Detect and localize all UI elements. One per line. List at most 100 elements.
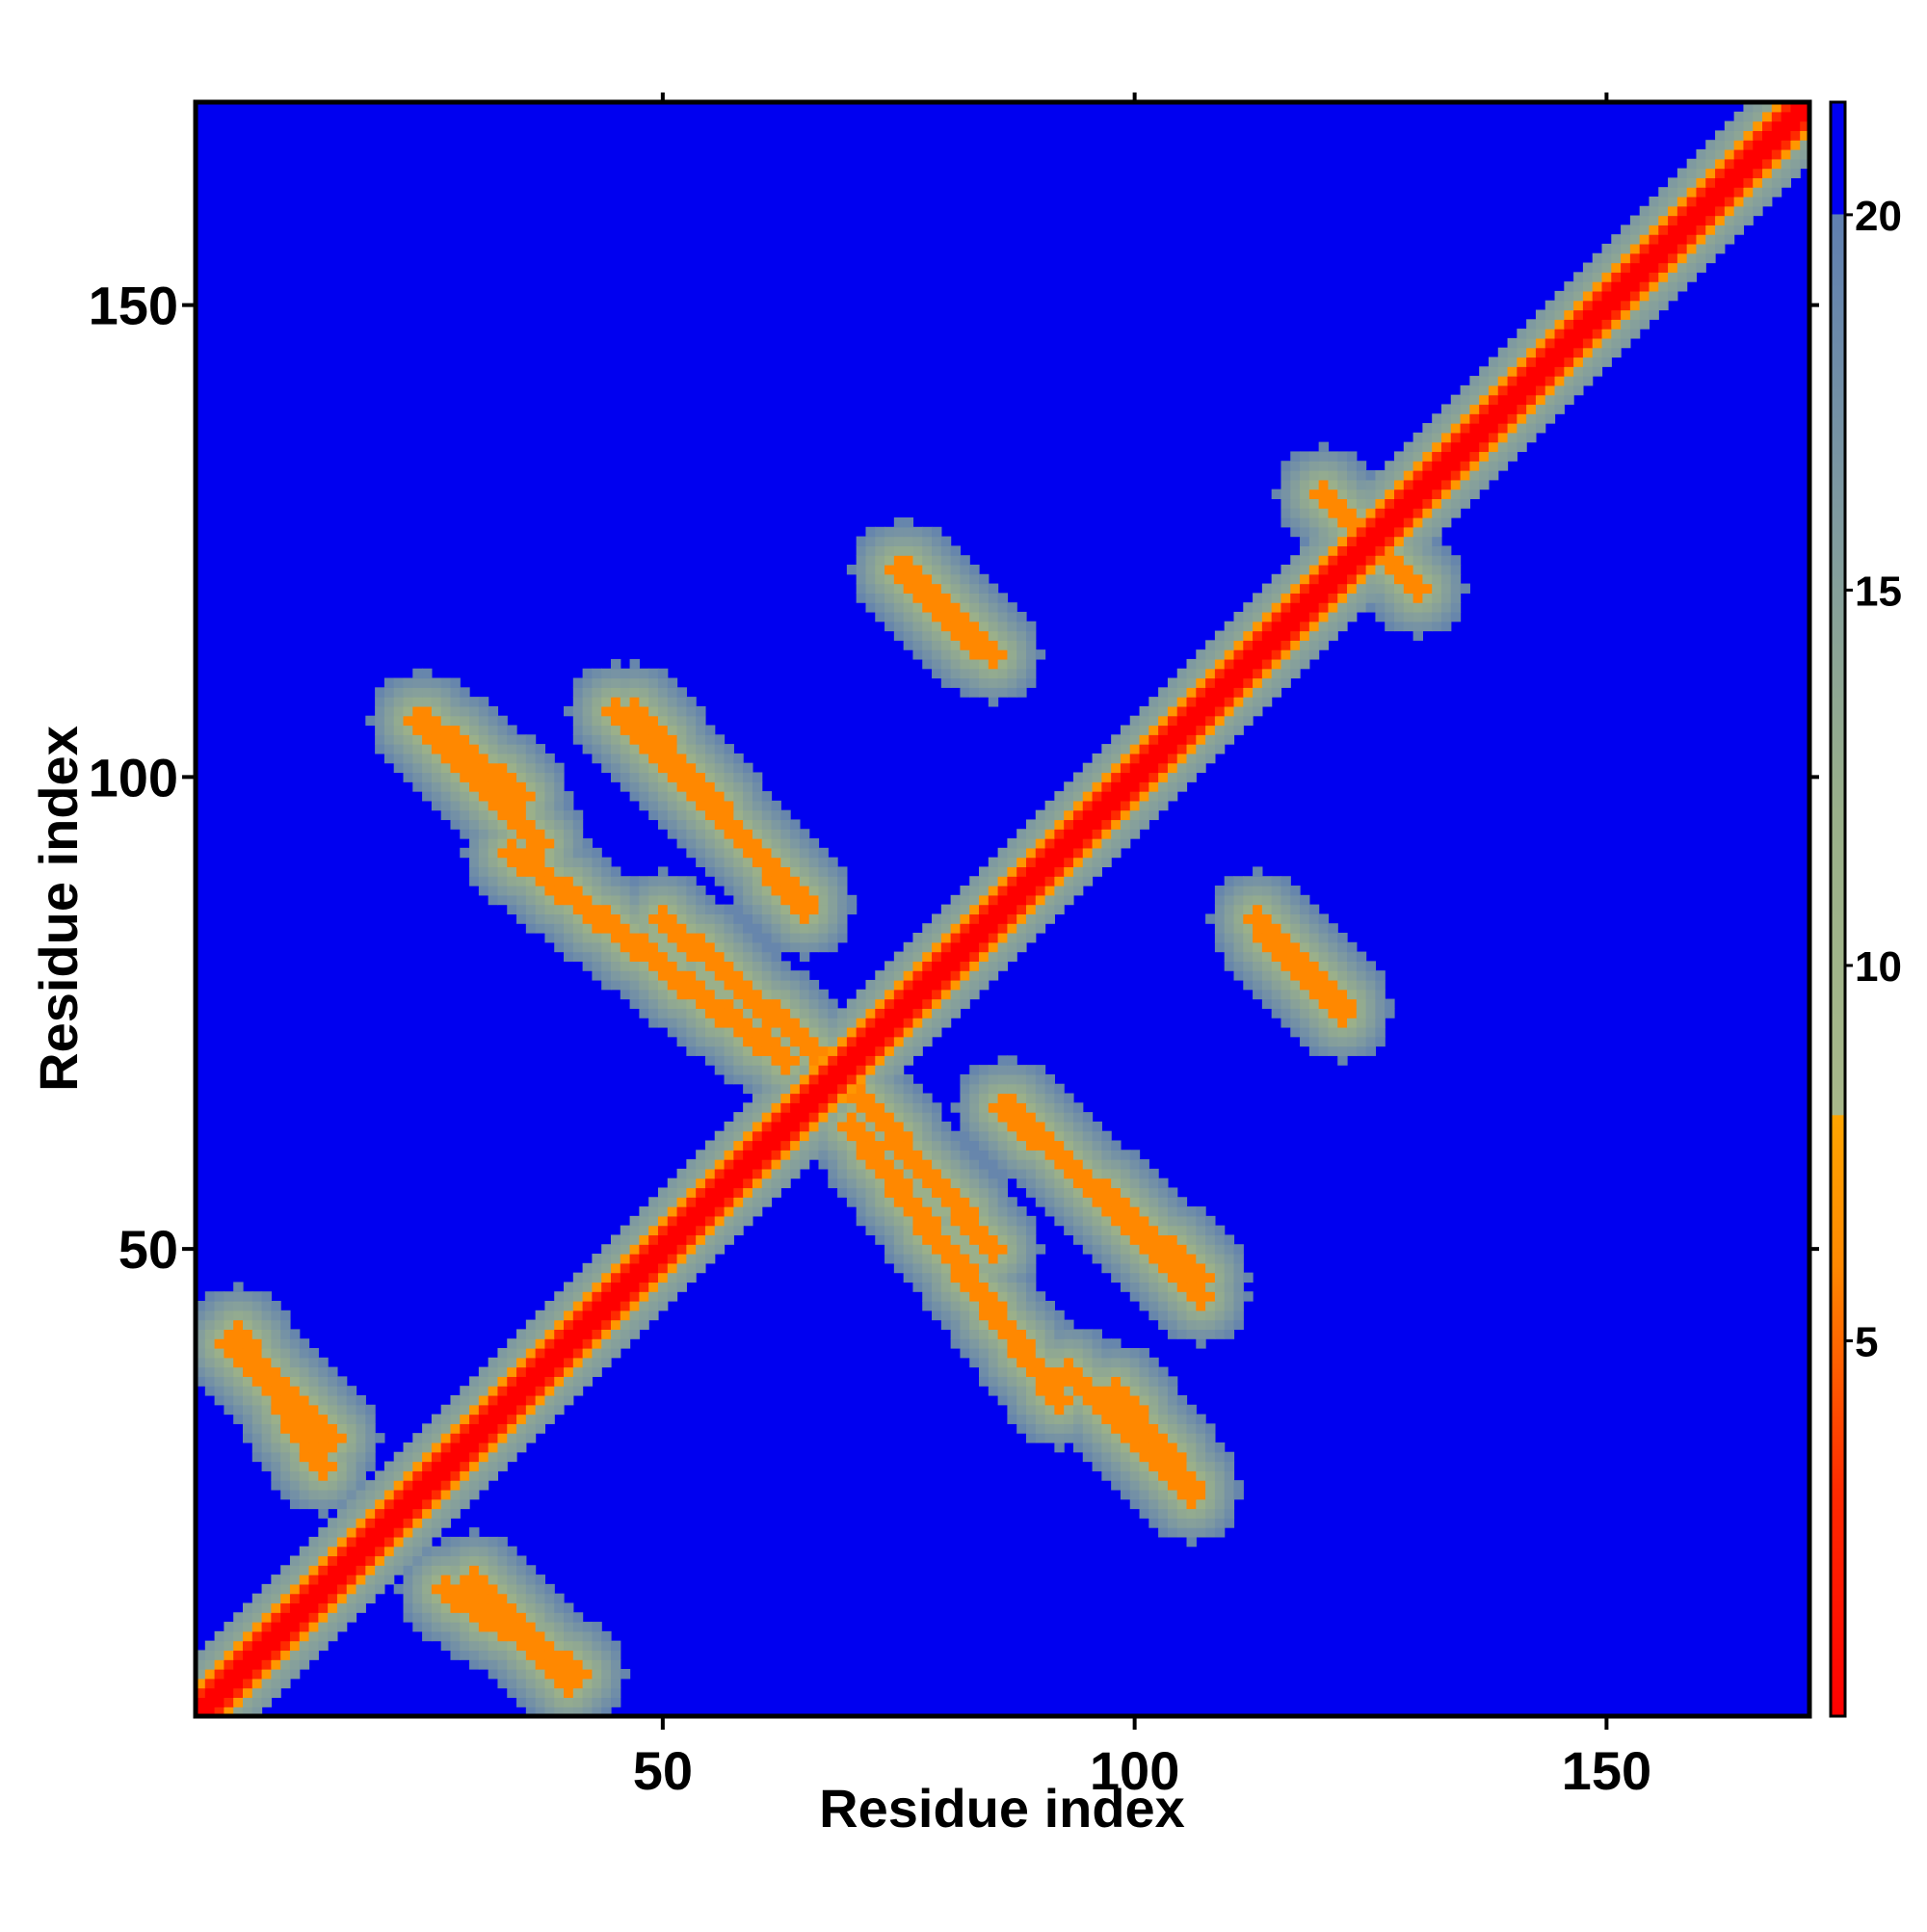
heatmap-cell [1007,1394,1017,1406]
heatmap-cell [1214,677,1226,688]
heatmap-cell [940,1254,952,1264]
heatmap-cell [1271,998,1282,1009]
heatmap-cell [393,715,405,727]
heatmap-cell [865,1187,876,1198]
heatmap-cell [704,1055,716,1066]
heatmap-cell [469,1489,480,1500]
heatmap-cell [318,1366,329,1377]
heatmap-cell [648,970,659,981]
heatmap-cell [592,857,602,868]
heatmap-cell [1432,555,1442,566]
heatmap-cell [525,1394,537,1406]
heatmap-cell [988,621,999,632]
heatmap-cell [960,1102,970,1113]
heatmap-cell [940,979,952,991]
heatmap-cell [1412,564,1423,575]
heatmap-cell [696,772,706,782]
heatmap-cell [1035,1386,1046,1396]
heatmap-cell [733,1121,744,1132]
heatmap-cell [1224,1489,1235,1500]
heatmap-cell [940,932,952,943]
heatmap-cell [1139,744,1149,754]
heatmap-cell [648,1310,659,1321]
heatmap-cell [884,1093,895,1103]
heatmap-cell [696,847,706,859]
heatmap-cell [460,1565,470,1575]
heatmap-cell [818,1018,829,1028]
heatmap-cell [346,1612,357,1623]
heatmap-cell [979,904,990,914]
heatmap-cell [610,705,621,717]
heatmap-cell [1233,1272,1244,1284]
heatmap-cell [214,1366,224,1377]
heatmap-cell [1375,583,1386,594]
heatmap-cell [950,1301,962,1311]
heatmap-cell [564,1386,574,1396]
heatmap-cell [224,1357,234,1368]
heatmap-cell [564,941,574,953]
heatmap-cell [743,1178,753,1189]
heatmap-cell [950,649,962,660]
heatmap-cell [460,687,470,698]
heatmap-cell [733,1036,744,1047]
heatmap-cell [988,649,999,660]
heatmap-cell [1139,1404,1149,1416]
heatmap-cell [912,1225,923,1236]
heatmap-cell [960,941,970,953]
heatmap-cell [601,1347,612,1359]
heatmap-cell [1025,857,1037,868]
heatmap-cell [893,1254,905,1264]
heatmap-cell [1318,573,1330,585]
heatmap-cell [1205,753,1216,764]
heatmap-cell [969,1338,980,1349]
heatmap-cell [1111,838,1122,849]
heatmap-cell [271,1433,281,1443]
heatmap-cell [450,1612,461,1623]
heatmap-cell [1158,762,1169,774]
heatmap-cell [214,1386,224,1396]
heatmap-cell [328,1386,338,1396]
heatmap-cell [676,762,687,774]
heatmap-cell [1129,1291,1141,1302]
heatmap-cell [1111,1338,1122,1349]
heatmap-cell [469,1414,480,1424]
heatmap-cell [667,1291,678,1302]
heatmap-cell [1129,1386,1141,1396]
heatmap-cell [460,1451,470,1463]
heatmap-cell [271,1301,281,1311]
heatmap-cell [1120,800,1131,811]
heatmap-cell [375,687,385,698]
heatmap-cell [743,800,753,811]
heatmap-cell [544,1404,555,1416]
heatmap-cell [328,1593,338,1604]
heatmap-cell [1148,1178,1159,1189]
heatmap-cell [403,762,413,774]
heatmap-cell [564,1329,574,1339]
heatmap-cell [1196,687,1206,698]
heatmap-cell [1148,1376,1159,1387]
heatmap-cell [997,1178,1008,1189]
heatmap-cell [1186,1301,1197,1311]
heatmap-cell [997,1073,1008,1085]
heatmap-cell [1318,923,1330,934]
heatmap-cell [328,1518,338,1528]
heatmap-cell [1167,1376,1178,1387]
heatmap-cell [950,1338,962,1349]
heatmap-cell [799,941,810,953]
heatmap-cell [733,1112,744,1123]
heatmap-cell [1064,1150,1074,1160]
heatmap-cell [299,1461,310,1471]
heatmap-cell [488,1442,499,1453]
heatmap-cell [1139,1168,1149,1179]
heatmap-cell [657,791,669,802]
heatmap-cell [460,734,470,745]
heatmap-cell [771,1065,781,1075]
heatmap-cell [940,583,952,594]
heatmap-cell [743,913,753,924]
heatmap-cell [1044,886,1055,896]
heatmap-cell [922,951,933,962]
heatmap-cell [1129,1376,1141,1387]
heatmap-cell [601,1338,612,1349]
heatmap-cell [1054,1178,1065,1189]
heatmap-cell [356,1593,366,1604]
